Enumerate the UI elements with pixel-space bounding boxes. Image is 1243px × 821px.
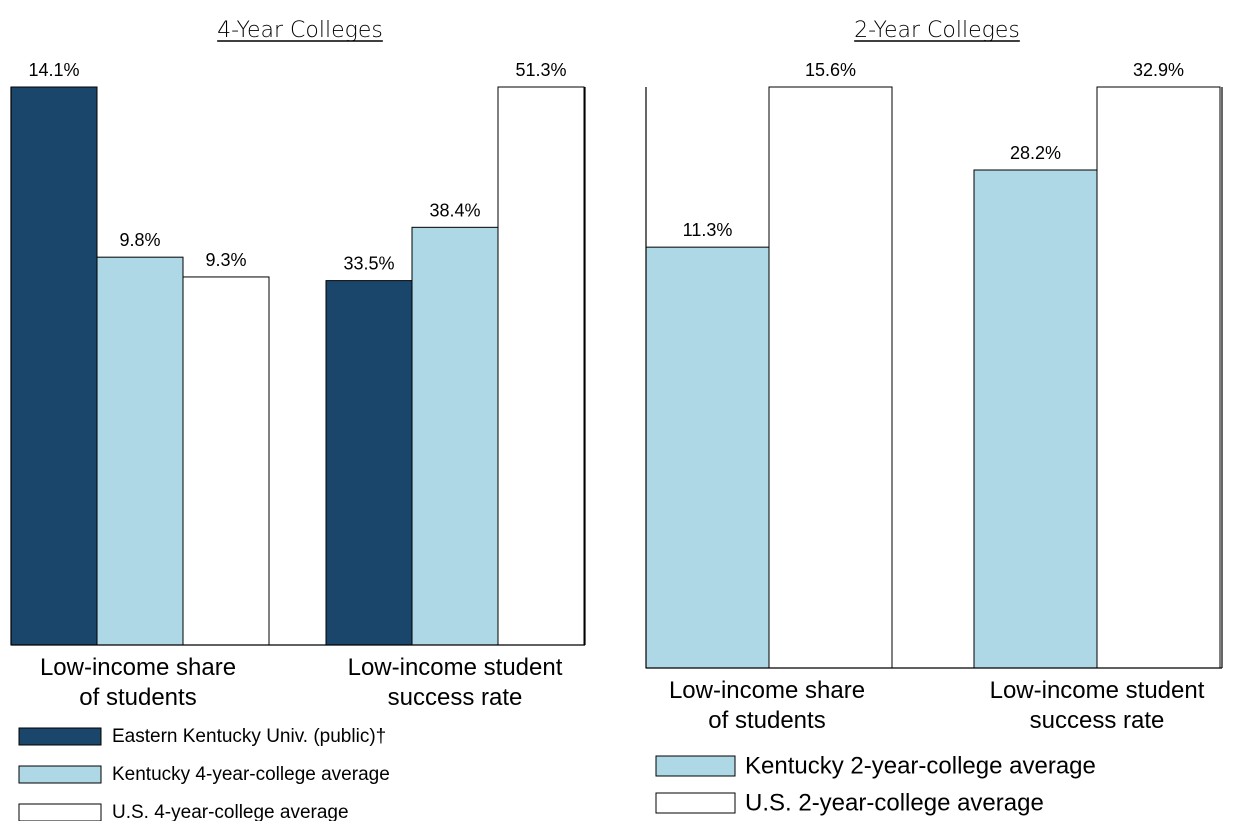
four-year-legend-swatch-1 — [18, 765, 102, 784]
two-year-data-label-series1-cat0: 15.6% — [805, 60, 856, 80]
two-year-bar-series0-cat1 — [973, 169, 1098, 669]
four-year-category-label-1-line0: Low-income student — [348, 654, 563, 681]
four-year-legend-label-2: U.S. 4-year-college average — [112, 802, 349, 821]
two-year-category-label-0-line0: Low-income share — [669, 677, 865, 704]
two-year-legend-swatch-1 — [655, 792, 736, 814]
four-year-bar-series0-cat1 — [325, 280, 413, 646]
two-year-legend-swatch-0 — [655, 755, 736, 777]
two-year-data-label-series1-cat1: 32.9% — [1133, 60, 1184, 80]
four-year-bar-series2-cat1 — [497, 86, 585, 646]
four-year-data-label-series1-cat0: 9.8% — [119, 230, 160, 250]
four-year-bar-series0-cat0 — [10, 86, 98, 646]
four-year-data-label-series0-cat1: 33.5% — [343, 254, 394, 274]
four-year-colleges-panel: 4-Year Colleges 14.1% 9.8% 9.3% Low-income s… — [10, 18, 586, 821]
two-year-data-label-series0-cat1: 28.2% — [1010, 143, 1061, 163]
two-year-category-label-0-line1: of students — [708, 707, 825, 734]
two-year-colleges-panel: 2-Year Colleges 11.3% 15.6% Low-income shar… — [645, 18, 1223, 817]
two-year-category-label-1-line1: success rate — [1030, 707, 1165, 734]
two-year-bar-series1-cat0 — [768, 86, 893, 669]
four-year-legend-swatch-0 — [18, 727, 102, 746]
two-year-category-label-1-line0: Low-income student — [990, 677, 1205, 704]
four-year-data-label-series0-cat0: 14.1% — [28, 60, 79, 80]
four-year-data-label-series1-cat1: 38.4% — [429, 200, 480, 220]
two-year-legend-label-1: U.S. 2-year-college average — [745, 790, 1044, 817]
four-year-data-label-series2-cat0: 9.3% — [205, 250, 246, 270]
four-year-bar-series1-cat1 — [411, 226, 499, 646]
two-year-legend-label-0: Kentucky 2-year-college average — [745, 753, 1096, 780]
two-year-bar-series1-cat1 — [1096, 86, 1221, 669]
four-year-category-label-0-line1: of students — [79, 684, 196, 711]
four-year-chart-title: 4-Year Colleges — [217, 18, 383, 43]
four-year-category-label-1-line1: success rate — [388, 684, 523, 711]
two-year-chart-title: 2-Year Colleges — [854, 18, 1020, 43]
four-year-legend-label-1: Kentucky 4-year-college average — [112, 764, 390, 785]
four-year-category-label-0-line0: Low-income share — [40, 654, 236, 681]
four-year-legend-swatch-2 — [18, 803, 102, 821]
two-year-bar-series0-cat0 — [645, 246, 770, 669]
four-year-data-label-series2-cat1: 51.3% — [515, 60, 566, 80]
four-year-bar-series2-cat0 — [182, 276, 270, 646]
two-year-data-label-series0-cat0: 11.3% — [683, 220, 733, 240]
four-year-bar-series1-cat0 — [96, 256, 184, 646]
four-year-legend-label-0: Eastern Kentucky Univ. (public)† — [112, 726, 386, 747]
